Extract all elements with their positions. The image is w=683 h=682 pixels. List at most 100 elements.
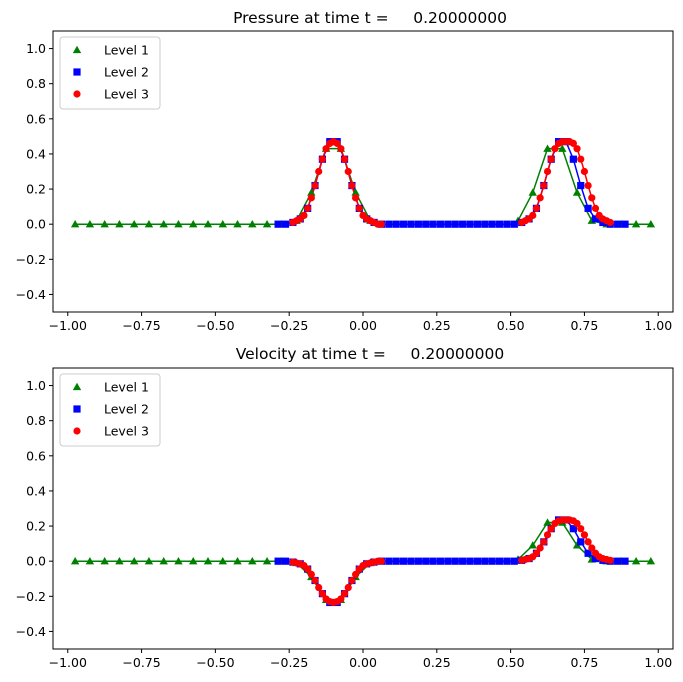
velocity-data-point bbox=[129, 556, 139, 565]
velocity-data-point bbox=[100, 556, 109, 565]
pressure-data-point bbox=[569, 155, 577, 163]
velocity-data-point bbox=[344, 583, 352, 592]
pressure-y-tick-label: −0.2 bbox=[16, 252, 46, 267]
pressure-legend: Level 1 Level 2 Level 3 bbox=[59, 36, 161, 110]
velocity-data-point bbox=[203, 556, 213, 565]
pressure-legend-marker bbox=[72, 45, 82, 54]
pressure-data-point bbox=[621, 220, 629, 228]
pressure-data-point bbox=[558, 144, 567, 152]
pressure-data-point bbox=[488, 220, 496, 228]
pressure-series-level-3 bbox=[289, 138, 614, 228]
velocity-data-point bbox=[614, 557, 622, 565]
pressure-data-point bbox=[281, 220, 290, 228]
pressure-data-point bbox=[70, 219, 80, 228]
velocity-x-tick-label: −0.25 bbox=[270, 655, 308, 670]
velocity-data-point bbox=[233, 556, 242, 565]
pressure-data-point bbox=[399, 220, 408, 228]
pressure-data-point bbox=[355, 204, 363, 212]
pressure-data-point bbox=[569, 139, 577, 147]
pressure-y-tick-label: 0.0 bbox=[26, 217, 46, 232]
velocity-data-point bbox=[495, 557, 504, 565]
velocity-data-point bbox=[304, 565, 312, 573]
pressure-data-point bbox=[340, 155, 349, 163]
pressure-data-point bbox=[174, 219, 183, 228]
velocity-data-point bbox=[189, 556, 198, 565]
velocity-data-point bbox=[543, 518, 552, 526]
pressure-y-tick-label: 0.2 bbox=[26, 182, 46, 197]
pressure-data-point bbox=[532, 204, 541, 212]
pressure-x-tick-label: 0.25 bbox=[423, 318, 451, 333]
velocity-y-tick-label: 1.0 bbox=[26, 378, 46, 393]
velocity-x-tick-label: −1.00 bbox=[49, 655, 87, 670]
velocity-legend-marker bbox=[73, 405, 81, 413]
velocity-data-point bbox=[528, 541, 537, 549]
pressure-x-tick-label: 0.75 bbox=[571, 318, 599, 333]
pressure-data-point bbox=[85, 219, 95, 228]
pressure-data-point bbox=[218, 219, 227, 228]
pressure-data-point bbox=[547, 155, 555, 163]
velocity-data-point bbox=[459, 557, 467, 565]
pressure-data-point bbox=[503, 220, 511, 228]
velocity-data-point bbox=[547, 525, 555, 533]
pressure-data-point bbox=[318, 155, 327, 163]
pressure-x-tick-label: −1.00 bbox=[49, 318, 87, 333]
velocity-data-point bbox=[348, 576, 356, 585]
pressure-data-point bbox=[352, 194, 360, 202]
velocity-data-point bbox=[385, 557, 393, 565]
pressure-data-point bbox=[414, 220, 422, 228]
pressure-data-point bbox=[577, 181, 585, 190]
pressure-data-point bbox=[203, 219, 213, 228]
velocity-data-point bbox=[414, 557, 422, 565]
pressure-data-point bbox=[322, 145, 330, 153]
pressure-x-tick-label: 0.00 bbox=[349, 318, 377, 333]
pressure-y-tick-label: 0.6 bbox=[26, 111, 46, 126]
pressure-data-point bbox=[580, 167, 589, 176]
pressure-data-point bbox=[572, 188, 582, 196]
velocity-data-point bbox=[580, 531, 589, 539]
pressure-legend-marker bbox=[73, 68, 81, 76]
velocity-x-tick-label: −0.50 bbox=[196, 655, 234, 670]
velocity-data-point bbox=[281, 557, 290, 565]
pressure-data-point bbox=[466, 220, 474, 228]
pressure-data-point bbox=[392, 220, 400, 228]
velocity-x-tick-label: 0.00 bbox=[349, 655, 377, 670]
pressure-data-point bbox=[144, 219, 154, 228]
velocity-data-point bbox=[631, 556, 641, 565]
pressure-data-point bbox=[543, 167, 552, 176]
pressure-data-point bbox=[307, 194, 315, 202]
velocity-data-point bbox=[488, 557, 496, 565]
pressure-data-point bbox=[344, 167, 352, 176]
velocity-y-tick-label: 0.8 bbox=[26, 413, 46, 428]
velocity-data-point bbox=[407, 557, 415, 565]
velocity-chart: −1.00 −0.75 −0.50 −0.25 0.00 0.25 0.50 0.75 1.00… bbox=[16, 367, 674, 670]
velocity-data-point bbox=[377, 557, 386, 565]
velocity-y-tick-label: −0.4 bbox=[16, 624, 46, 639]
velocity-series-level-3 bbox=[289, 516, 614, 607]
velocity-chart-title: Velocity at time t = 0.20000000 bbox=[236, 345, 505, 363]
pressure-data-point bbox=[551, 145, 559, 153]
pressure-data-point bbox=[307, 188, 316, 196]
velocity-x-tick-label: 0.50 bbox=[497, 655, 525, 670]
pressure-data-point bbox=[451, 220, 459, 228]
pressure-data-point bbox=[129, 219, 139, 228]
velocity-data-point bbox=[577, 538, 585, 546]
pressure-data-point bbox=[529, 211, 537, 220]
pressure-data-point bbox=[473, 220, 482, 228]
velocity-data-point bbox=[573, 519, 581, 528]
pressure-data-point bbox=[646, 219, 656, 228]
velocity-data-point bbox=[510, 557, 518, 565]
velocity-legend-label: Level 2 bbox=[104, 402, 149, 417]
velocity-y-tick-label: 0.6 bbox=[26, 448, 46, 463]
velocity-data-point bbox=[536, 544, 544, 552]
velocity-data-point bbox=[473, 557, 482, 565]
velocity-data-point bbox=[584, 549, 592, 557]
velocity-data-point bbox=[606, 556, 614, 564]
velocity-data-point bbox=[444, 557, 452, 565]
pressure-y-tick-label: 0.4 bbox=[26, 146, 46, 161]
velocity-data-point bbox=[540, 538, 548, 546]
pressure-data-point bbox=[536, 194, 544, 202]
pressure-data-point bbox=[591, 204, 600, 212]
pressure-legend-box bbox=[59, 36, 161, 110]
pressure-data-point bbox=[315, 167, 323, 176]
